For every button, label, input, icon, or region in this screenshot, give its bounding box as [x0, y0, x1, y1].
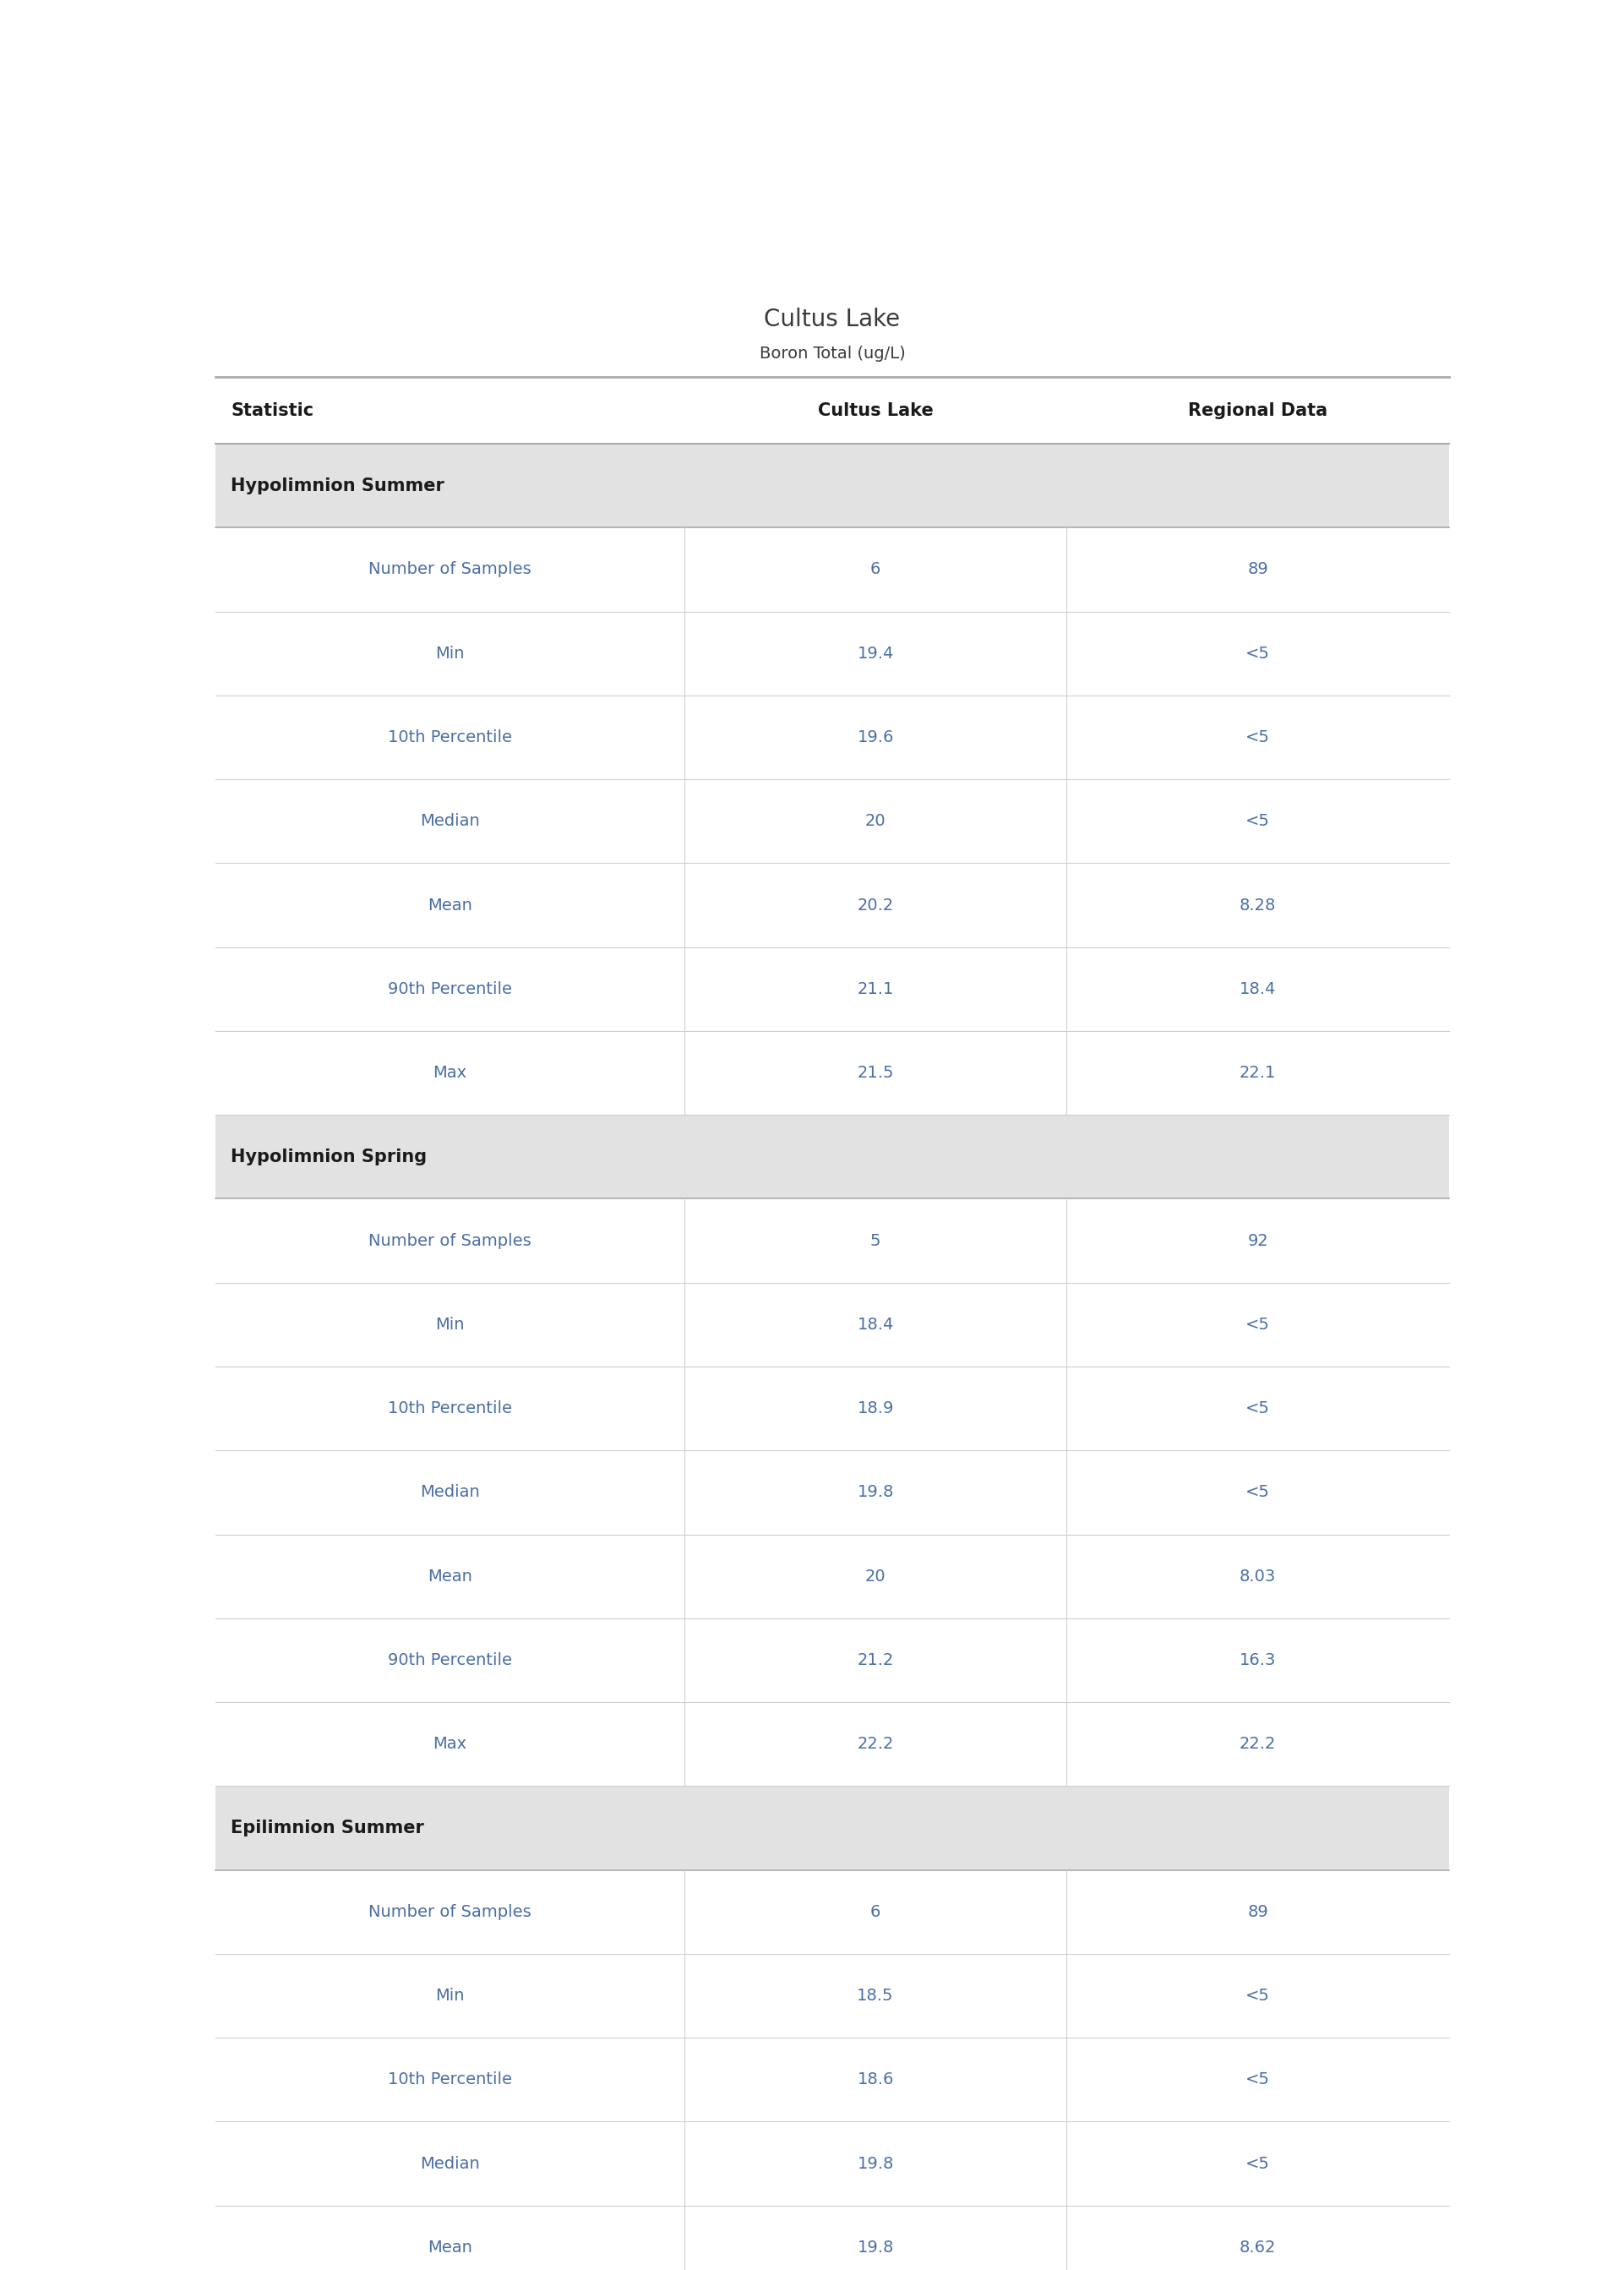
Text: 18.9: 18.9: [857, 1401, 893, 1416]
Bar: [216, 1954, 1449, 2038]
Text: 20: 20: [866, 813, 885, 829]
Text: <5: <5: [1246, 813, 1270, 829]
Text: 10th Percentile: 10th Percentile: [388, 729, 512, 745]
Text: 90th Percentile: 90th Percentile: [388, 981, 512, 997]
Bar: [216, 695, 1449, 779]
Text: 6: 6: [870, 1905, 880, 1920]
Bar: [216, 1367, 1449, 1451]
Text: 22.2: 22.2: [857, 1737, 893, 1752]
Text: Median: Median: [421, 1485, 479, 1500]
Text: 90th Percentile: 90th Percentile: [388, 1653, 512, 1668]
Text: 21.1: 21.1: [857, 981, 893, 997]
Text: Number of Samples: Number of Samples: [369, 561, 531, 577]
Text: Median: Median: [421, 2156, 479, 2172]
Text: 19.6: 19.6: [857, 729, 893, 745]
Bar: [216, 1199, 1449, 1283]
Text: 19.4: 19.4: [857, 645, 893, 661]
Text: 10th Percentile: 10th Percentile: [388, 2073, 512, 2088]
Text: 19.8: 19.8: [857, 1485, 893, 1500]
Bar: [216, 1031, 1449, 1115]
Text: 19.8: 19.8: [857, 2240, 893, 2256]
Text: Epilimnion Summer: Epilimnion Summer: [231, 1821, 424, 1836]
Bar: [216, 1870, 1449, 1954]
Text: 21.5: 21.5: [857, 1065, 893, 1081]
Text: <5: <5: [1246, 1485, 1270, 1500]
Text: Number of Samples: Number of Samples: [369, 1233, 531, 1248]
Text: Min: Min: [435, 645, 464, 661]
Text: Hypolimnion Spring: Hypolimnion Spring: [231, 1149, 427, 1165]
Bar: [216, 2038, 1449, 2122]
Bar: [216, 1115, 1449, 1199]
Text: Hypolimnion Summer: Hypolimnion Summer: [231, 477, 445, 495]
Bar: [216, 2122, 1449, 2206]
Text: 18.6: 18.6: [857, 2073, 893, 2088]
Text: Boron Total (ug/L): Boron Total (ug/L): [760, 345, 905, 361]
Text: Statistic: Statistic: [231, 402, 313, 420]
Bar: [216, 1283, 1449, 1367]
Text: 89: 89: [1247, 1905, 1268, 1920]
Text: <5: <5: [1246, 1317, 1270, 1332]
Bar: [216, 1702, 1449, 1786]
Bar: [216, 863, 1449, 947]
Bar: [216, 611, 1449, 695]
Bar: [216, 1786, 1449, 1870]
Text: <5: <5: [1246, 1401, 1270, 1416]
Text: 10th Percentile: 10th Percentile: [388, 1401, 512, 1416]
Text: 6: 6: [870, 561, 880, 577]
Bar: [216, 527, 1449, 611]
Text: 8.28: 8.28: [1239, 897, 1276, 913]
Text: Min: Min: [435, 1989, 464, 2004]
Text: <5: <5: [1246, 729, 1270, 745]
Text: 92: 92: [1247, 1233, 1268, 1248]
Text: 18.4: 18.4: [1239, 981, 1276, 997]
Text: Number of Samples: Number of Samples: [369, 1905, 531, 1920]
Text: Mean: Mean: [427, 897, 473, 913]
Bar: [216, 947, 1449, 1031]
Text: Cultus Lake: Cultus Lake: [818, 402, 934, 420]
Bar: [216, 1451, 1449, 1535]
Text: 20.2: 20.2: [857, 897, 893, 913]
Bar: [216, 779, 1449, 863]
Text: 21.2: 21.2: [857, 1653, 893, 1668]
Text: 16.3: 16.3: [1239, 1653, 1276, 1668]
Text: Regional Data: Regional Data: [1189, 402, 1327, 420]
Text: 5: 5: [870, 1233, 880, 1248]
Bar: [216, 2206, 1449, 2270]
Text: 89: 89: [1247, 561, 1268, 577]
Text: Max: Max: [434, 1065, 466, 1081]
Text: Median: Median: [421, 813, 479, 829]
Text: 20: 20: [866, 1569, 885, 1584]
Text: 22.2: 22.2: [1239, 1737, 1276, 1752]
Text: 19.8: 19.8: [857, 2156, 893, 2172]
Text: Mean: Mean: [427, 2240, 473, 2256]
Text: <5: <5: [1246, 645, 1270, 661]
Text: <5: <5: [1246, 2156, 1270, 2172]
Text: <5: <5: [1246, 2073, 1270, 2088]
Bar: [216, 443, 1449, 527]
Text: 18.5: 18.5: [857, 1989, 893, 2004]
Text: Max: Max: [434, 1737, 466, 1752]
Text: 18.4: 18.4: [857, 1317, 893, 1332]
Text: 22.1: 22.1: [1239, 1065, 1276, 1081]
Text: Cultus Lake: Cultus Lake: [765, 306, 900, 331]
Bar: [216, 1619, 1449, 1702]
Text: Min: Min: [435, 1317, 464, 1332]
Text: Mean: Mean: [427, 1569, 473, 1584]
Text: <5: <5: [1246, 1989, 1270, 2004]
Text: 8.03: 8.03: [1239, 1569, 1276, 1584]
Text: 8.62: 8.62: [1239, 2240, 1276, 2256]
Bar: [216, 1535, 1449, 1619]
